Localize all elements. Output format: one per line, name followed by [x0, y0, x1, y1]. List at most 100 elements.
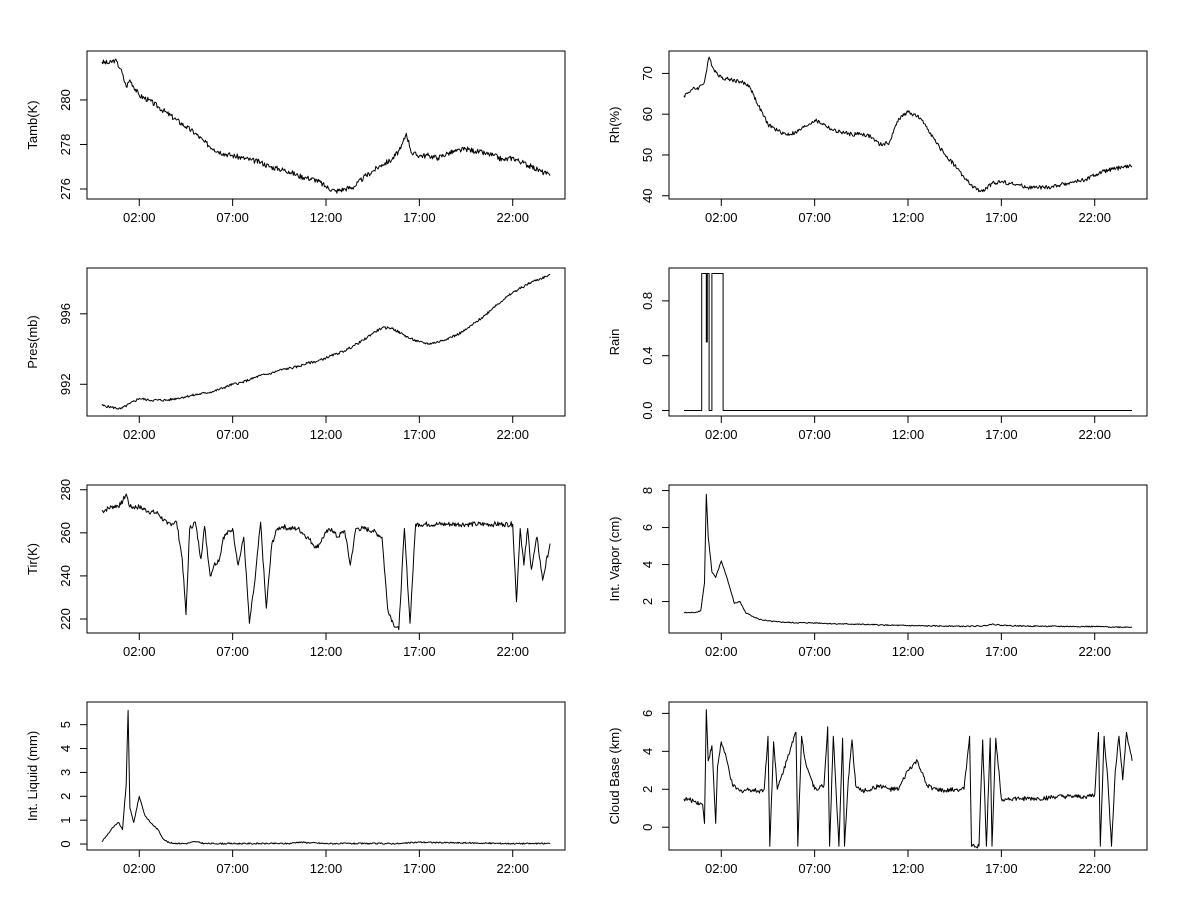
plot-frame — [668, 701, 1148, 851]
x-tick-label: 07:00 — [216, 861, 249, 876]
y-tick-label: 2 — [640, 786, 655, 793]
y-axis-label: Rh(%) — [607, 107, 622, 144]
x-tick-label: 02:00 — [705, 644, 738, 659]
series-line — [683, 709, 1133, 849]
y-tick-label: 220 — [58, 608, 73, 630]
y-tick-label: 280 — [58, 479, 73, 501]
y-axis-label: Int. Liquid (mm) — [25, 731, 40, 821]
x-tick-label: 22:00 — [496, 644, 529, 659]
panel-6: 02:00 07:00 12:00 17:00 22:00 2 4 6 8 Int. Vapor … — [607, 484, 1148, 659]
x-tick-label: 07:00 — [216, 210, 249, 225]
panel-4: 02:00 07:00 12:00 17:00 22:00 0.0 0.4 0.8 Rain — [607, 267, 1148, 442]
y-tick-label: 70 — [640, 66, 655, 80]
x-tick-label: 12:00 — [310, 427, 343, 442]
x-tick-label: 22:00 — [1078, 644, 1111, 659]
series-line — [101, 273, 551, 410]
x-tick-label: 17:00 — [403, 644, 436, 659]
panel-1: 02:00 07:00 12:00 17:00 22:00 276 278 280 Tamb(K… — [25, 50, 566, 225]
x-tick-label: 07:00 — [798, 644, 831, 659]
y-tick-label: 278 — [58, 134, 73, 156]
plot-frame — [668, 267, 1148, 417]
x-tick-label: 12:00 — [892, 644, 925, 659]
y-tick-label: 50 — [640, 148, 655, 162]
x-tick-label: 22:00 — [1078, 861, 1111, 876]
y-tick-label: 0 — [58, 840, 73, 847]
x-tick-label: 07:00 — [798, 210, 831, 225]
x-tick-label: 17:00 — [403, 427, 436, 442]
plot-frame — [86, 267, 566, 417]
plot-frame — [86, 50, 566, 200]
series-line — [101, 709, 551, 845]
x-tick-label: 22:00 — [496, 427, 529, 442]
y-axis-label: Cloud Base (km) — [607, 728, 622, 825]
plot-frame — [86, 701, 566, 851]
x-tick-label: 02:00 — [705, 210, 738, 225]
x-tick-label: 17:00 — [985, 210, 1018, 225]
x-tick-label: 02:00 — [123, 644, 156, 659]
y-axis-label: Pres(mb) — [25, 315, 40, 368]
series-line — [683, 493, 1133, 629]
y-tick-label: 4 — [58, 745, 73, 752]
y-tick-label: 0.0 — [640, 401, 655, 419]
x-tick-label: 12:00 — [310, 644, 343, 659]
y-tick-label: 280 — [58, 89, 73, 111]
plot-frame — [668, 50, 1148, 200]
y-tick-label: 276 — [58, 178, 73, 200]
plot-frame — [86, 484, 566, 634]
y-tick-label: 5 — [58, 721, 73, 728]
y-tick-label: 0.4 — [640, 347, 655, 365]
y-axis-label: Tir(K) — [25, 543, 40, 575]
x-tick-label: 12:00 — [892, 861, 925, 876]
x-tick-label: 02:00 — [123, 861, 156, 876]
y-tick-label: 4 — [640, 561, 655, 568]
y-tick-label: 6 — [640, 710, 655, 717]
x-tick-label: 17:00 — [403, 861, 436, 876]
x-tick-label: 02:00 — [123, 427, 156, 442]
x-tick-label: 07:00 — [216, 644, 249, 659]
x-tick-label: 02:00 — [123, 210, 156, 225]
series-line — [683, 273, 1133, 411]
y-tick-label: 3 — [58, 769, 73, 776]
panel-3: 02:00 07:00 12:00 17:00 22:00 992 996 Pres(mb) — [25, 267, 566, 442]
series-line — [101, 58, 551, 194]
y-tick-label: 40 — [640, 189, 655, 203]
x-tick-label: 22:00 — [1078, 210, 1111, 225]
panel-7: 02:00 07:00 12:00 17:00 22:00 0 1 2 3 4 5 Int. Liqu… — [25, 701, 566, 876]
y-tick-label: 8 — [640, 487, 655, 494]
x-tick-label: 02:00 — [705, 861, 738, 876]
x-tick-label: 12:00 — [892, 427, 925, 442]
series-line — [101, 493, 551, 631]
panel-5: 02:00 07:00 12:00 17:00 22:00 220 240 260 280 Tir… — [25, 479, 566, 659]
y-tick-label: 6 — [640, 524, 655, 531]
y-tick-label: 0.8 — [640, 292, 655, 310]
x-tick-label: 17:00 — [985, 644, 1018, 659]
x-tick-label: 07:00 — [798, 427, 831, 442]
x-tick-label: 07:00 — [216, 427, 249, 442]
x-tick-label: 12:00 — [310, 210, 343, 225]
x-tick-label: 22:00 — [496, 861, 529, 876]
x-tick-label: 17:00 — [403, 210, 436, 225]
x-tick-label: 22:00 — [496, 210, 529, 225]
x-tick-label: 22:00 — [1078, 427, 1111, 442]
y-tick-label: 2 — [58, 793, 73, 800]
y-tick-label: 60 — [640, 107, 655, 121]
plot-frame — [668, 484, 1148, 634]
y-tick-label: 2 — [640, 598, 655, 605]
x-tick-label: 07:00 — [798, 861, 831, 876]
x-tick-label: 02:00 — [705, 427, 738, 442]
y-tick-label: 260 — [58, 522, 73, 544]
y-tick-label: 240 — [58, 565, 73, 587]
panel-8: 02:00 07:00 12:00 17:00 22:00 0 2 4 6 Cloud Base … — [607, 701, 1148, 876]
series-line — [683, 56, 1133, 193]
y-axis-label: Tamb(K) — [25, 100, 40, 149]
x-tick-label: 17:00 — [985, 427, 1018, 442]
y-axis-label: Rain — [607, 329, 622, 356]
y-tick-label: 1 — [58, 817, 73, 824]
y-tick-label: 4 — [640, 748, 655, 755]
panel-2: 02:00 07:00 12:00 17:00 22:00 40 50 60 70 Rh(%) — [607, 50, 1148, 225]
x-tick-label: 17:00 — [985, 861, 1018, 876]
x-tick-label: 12:00 — [892, 210, 925, 225]
y-tick-label: 992 — [58, 373, 73, 395]
